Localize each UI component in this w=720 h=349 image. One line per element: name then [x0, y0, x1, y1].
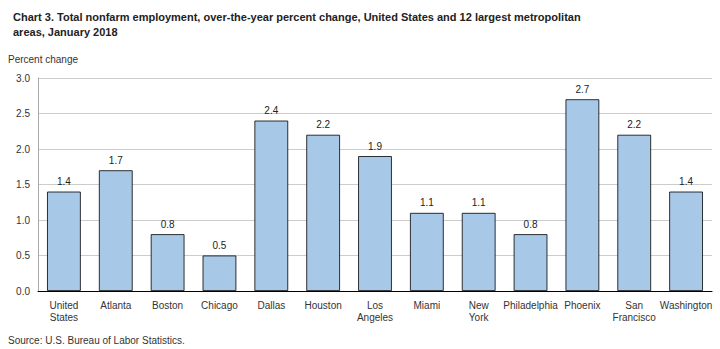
- svg-text:Houston: Houston: [305, 300, 342, 311]
- svg-text:0.5: 0.5: [16, 250, 30, 261]
- svg-text:1.1: 1.1: [472, 197, 486, 208]
- svg-text:0.8: 0.8: [161, 219, 175, 230]
- svg-text:1.5: 1.5: [16, 179, 30, 190]
- svg-text:2.0: 2.0: [16, 144, 30, 155]
- svg-text:Chicago: Chicago: [201, 300, 238, 311]
- svg-text:United: United: [49, 300, 78, 311]
- svg-text:2.7: 2.7: [575, 84, 589, 95]
- svg-text:1.7: 1.7: [109, 155, 123, 166]
- svg-text:States: States: [50, 312, 78, 323]
- svg-text:Atlanta: Atlanta: [100, 300, 132, 311]
- svg-text:Boston: Boston: [152, 300, 183, 311]
- svg-text:1.0: 1.0: [16, 215, 30, 226]
- svg-text:1.4: 1.4: [679, 176, 693, 187]
- svg-text:3.0: 3.0: [16, 73, 30, 84]
- svg-text:1.4: 1.4: [57, 176, 71, 187]
- svg-text:Chart 3. Total nonfarm employm: Chart 3. Total nonfarm employment, over-…: [13, 11, 581, 23]
- svg-text:0.8: 0.8: [524, 219, 538, 230]
- svg-text:Phoenix: Phoenix: [564, 300, 600, 311]
- svg-text:1.1: 1.1: [420, 197, 434, 208]
- svg-text:2.2: 2.2: [316, 119, 330, 130]
- svg-text:Los: Los: [367, 300, 383, 311]
- svg-text:0.0: 0.0: [16, 286, 30, 297]
- svg-text:Percent change: Percent change: [8, 54, 78, 65]
- svg-text:Source: U.S. Bureau of Labor S: Source: U.S. Bureau of Labor Statistics.: [8, 335, 185, 346]
- svg-text:Philadelphia: Philadelphia: [503, 300, 558, 311]
- svg-text:New: New: [469, 300, 490, 311]
- svg-text:2.4: 2.4: [264, 105, 278, 116]
- svg-text:areas, January 2018: areas, January 2018: [13, 26, 118, 38]
- svg-text:Dallas: Dallas: [257, 300, 285, 311]
- svg-text:2.5: 2.5: [16, 108, 30, 119]
- svg-text:Miami: Miami: [414, 300, 441, 311]
- svg-text:Washington: Washington: [660, 300, 712, 311]
- svg-text:Angeles: Angeles: [357, 312, 393, 323]
- svg-text:0.5: 0.5: [213, 240, 227, 251]
- svg-text:York: York: [469, 312, 490, 323]
- svg-text:San: San: [625, 300, 643, 311]
- svg-text:Francisco: Francisco: [613, 312, 657, 323]
- svg-text:2.2: 2.2: [627, 119, 641, 130]
- svg-text:1.9: 1.9: [368, 141, 382, 152]
